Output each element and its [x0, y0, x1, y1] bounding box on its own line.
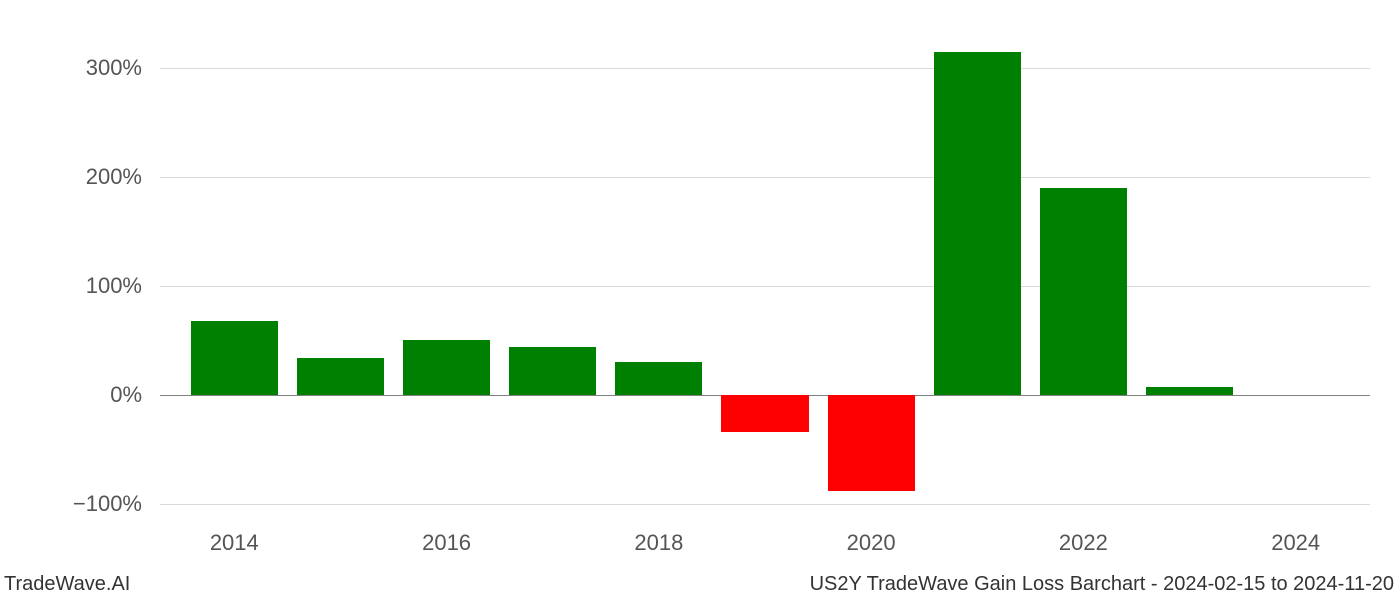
x-tick-label: 2020 — [847, 530, 896, 556]
bar — [191, 321, 278, 395]
x-tick-label: 2016 — [422, 530, 471, 556]
plot-area — [160, 30, 1370, 520]
footer-right-text: US2Y TradeWave Gain Loss Barchart - 2024… — [810, 573, 1394, 596]
gain-loss-barchart: TradeWave.AI US2Y TradeWave Gain Loss Ba… — [0, 0, 1400, 600]
bar — [828, 395, 915, 491]
bar — [1146, 387, 1233, 395]
bar — [403, 340, 490, 394]
y-tick-label: −100% — [0, 491, 142, 517]
gridline — [160, 504, 1370, 505]
x-tick-label: 2018 — [634, 530, 683, 556]
y-tick-label: 200% — [0, 164, 142, 190]
footer-left-text: TradeWave.AI — [4, 573, 130, 596]
x-tick-label: 2014 — [210, 530, 259, 556]
bar — [1040, 188, 1127, 395]
bar — [934, 52, 1021, 395]
bar — [721, 395, 808, 432]
x-tick-label: 2022 — [1059, 530, 1108, 556]
gridline — [160, 177, 1370, 178]
bar — [297, 358, 384, 395]
gridline — [160, 68, 1370, 69]
y-tick-label: 100% — [0, 273, 142, 299]
gridline — [160, 286, 1370, 287]
y-tick-label: 300% — [0, 55, 142, 81]
x-tick-label: 2024 — [1271, 530, 1320, 556]
bar — [509, 347, 596, 395]
bar — [615, 362, 702, 395]
y-tick-label: 0% — [0, 382, 142, 408]
